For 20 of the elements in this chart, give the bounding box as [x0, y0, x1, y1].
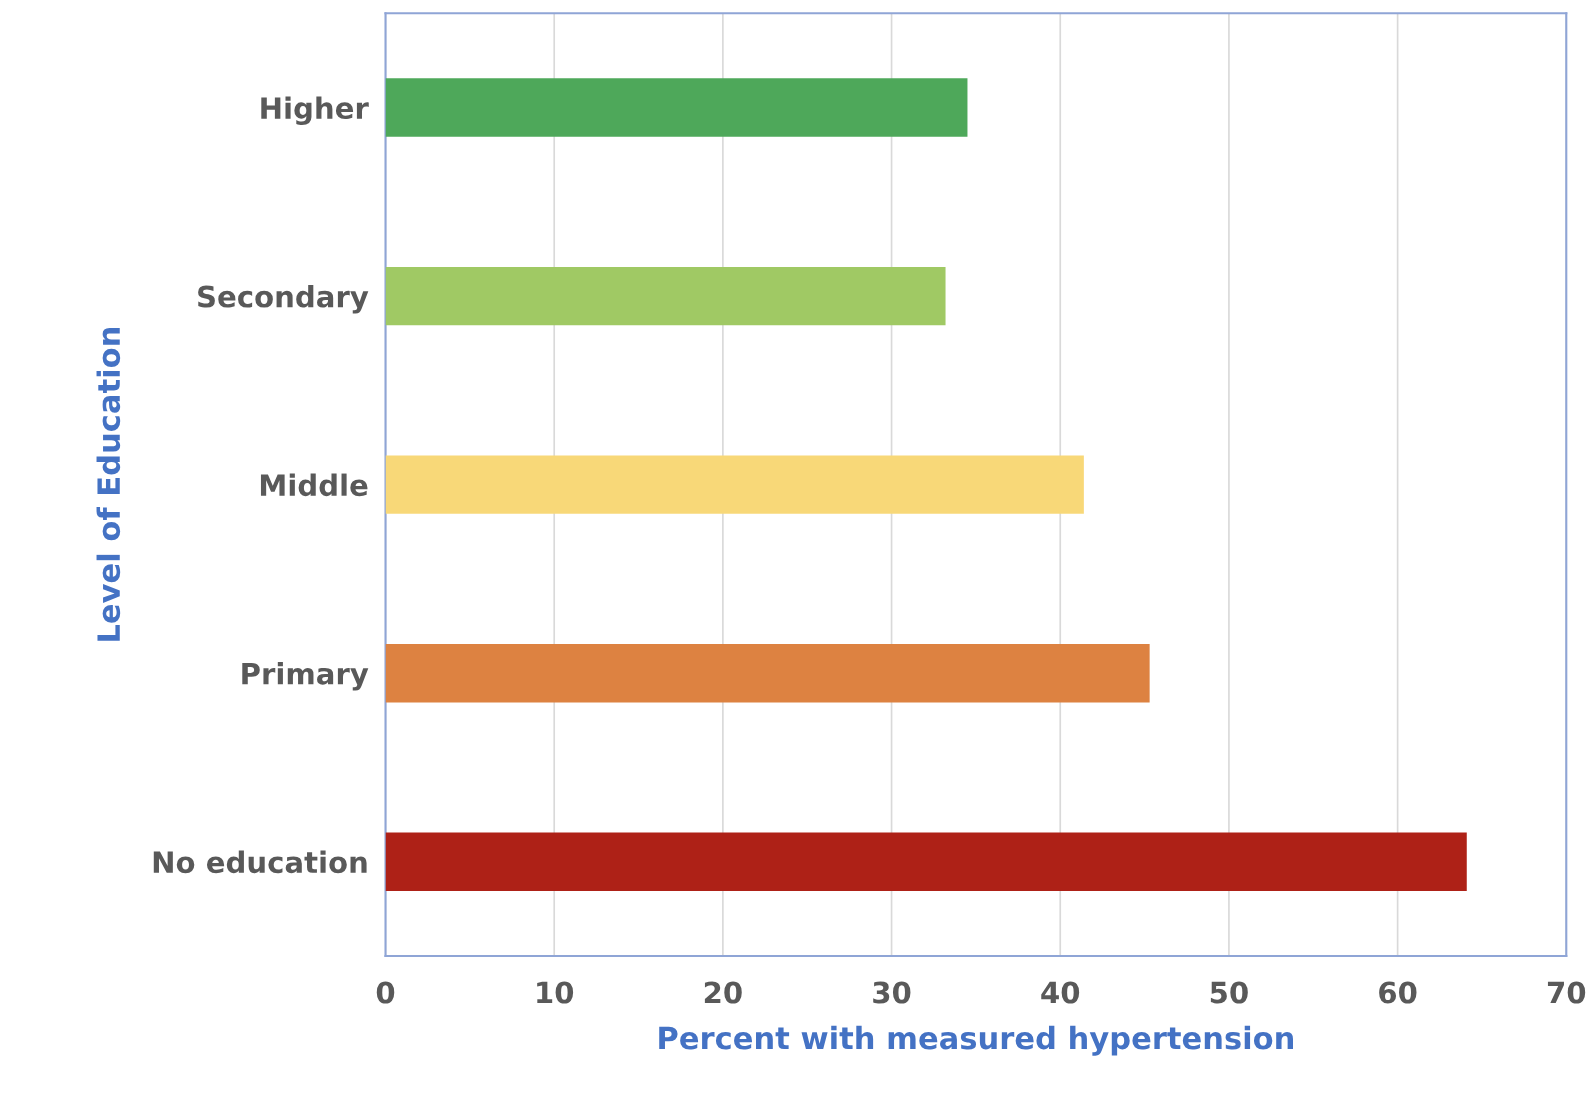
x-tick-label: 40: [1041, 981, 1080, 1004]
y-tick-label: Middle: [260, 473, 368, 497]
x-axis-title: Percent with measured hypertension: [659, 1025, 1293, 1056]
bar: [385, 78, 968, 137]
x-tick-label: 20: [704, 981, 742, 1004]
bar: [385, 832, 1467, 891]
x-tick-label: 30: [873, 981, 911, 1004]
x-tick-label: 0: [376, 981, 395, 1004]
x-tick-label: 50: [1210, 981, 1248, 1004]
bar: [385, 643, 1150, 703]
x-tick-label: 60: [1379, 981, 1417, 1004]
bar: [385, 266, 946, 326]
bar: [385, 455, 1084, 514]
y-axis-title: Level of Education: [96, 328, 121, 641]
y-tick-label: Secondary: [198, 285, 369, 314]
y-tick-label: Primary: [242, 662, 369, 691]
x-tick-label: 70: [1547, 981, 1586, 1004]
y-tick-label: No education: [153, 850, 367, 874]
y-tick-label: Higher: [261, 96, 369, 125]
x-tick-label: 10: [537, 981, 574, 1004]
